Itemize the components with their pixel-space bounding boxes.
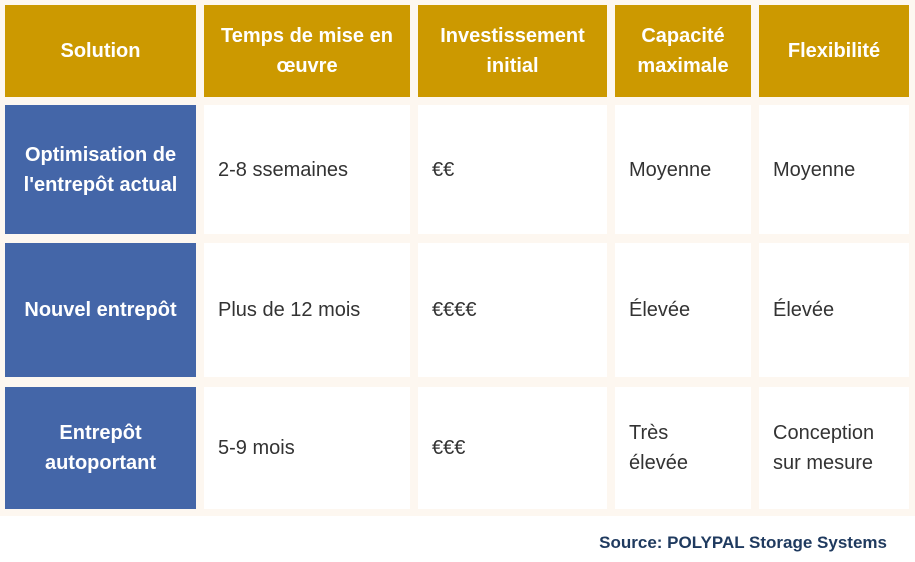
header-flexibilite: Flexibilité xyxy=(759,5,909,97)
cell-temps: Plus de 12 mois xyxy=(204,243,410,377)
source-caption: Source: POLYPAL Storage Systems xyxy=(599,533,887,552)
cell-flexibilite: Élevée xyxy=(759,243,909,377)
row-header-optimisation: Optimisation de l'entrepôt actual xyxy=(5,105,196,234)
row-header-label: Optimisation de l'entrepôt actual xyxy=(23,143,178,196)
cell-capacite: Élevée xyxy=(615,243,751,377)
header-temps-label: Temps de mise en œuvre xyxy=(221,25,393,77)
cell-text: €€€€ xyxy=(432,299,477,321)
row-header-nouvel-entrepot: Nouvel entrepôt xyxy=(5,243,196,377)
header-solution-label: Solution xyxy=(60,40,141,62)
header-capacite: Capacité maximale xyxy=(615,5,751,97)
cell-investissement: €€€ xyxy=(418,387,607,509)
cell-investissement: €€ xyxy=(418,105,607,234)
cell-text: Conception sur mesure xyxy=(773,422,875,474)
comparison-table: Solution Temps de mise en œuvre Investis… xyxy=(0,0,915,516)
cell-text: 5-9 mois xyxy=(218,437,295,459)
header-investissement-label: Investissement initial xyxy=(440,25,585,77)
header-capacite-label: Capacité maximale xyxy=(637,25,729,77)
cell-text: Moyenne xyxy=(629,158,712,181)
header-flexibilite-label: Flexibilité xyxy=(787,40,881,62)
cell-temps: 5-9 mois xyxy=(204,387,410,509)
cell-text: Moyenne xyxy=(773,158,856,181)
cell-temps: 2-8 ssemaines xyxy=(204,105,410,234)
cell-text: Très élevée xyxy=(629,422,688,474)
cell-investissement: €€€€ xyxy=(418,243,607,377)
cell-text: Plus de 12 mois xyxy=(218,299,361,321)
cell-flexibilite: Conception sur mesure xyxy=(759,387,909,509)
row-header-label: Nouvel entrepôt xyxy=(24,299,177,321)
cell-text: Élevée xyxy=(629,299,691,321)
header-investissement: Investissement initial xyxy=(418,5,607,97)
cell-text: €€ xyxy=(432,158,455,181)
header-solution: Solution xyxy=(5,5,196,97)
row-header-label: Entrepôt autoportant xyxy=(44,422,157,474)
header-temps: Temps de mise en œuvre xyxy=(204,5,410,97)
cell-text: €€€ xyxy=(432,437,466,459)
cell-capacite: Très élevée xyxy=(615,387,751,509)
cell-text: Élevée xyxy=(773,299,835,321)
cell-capacite: Moyenne xyxy=(615,105,751,234)
row-header-autoportant: Entrepôt autoportant xyxy=(5,387,196,509)
cell-flexibilite: Moyenne xyxy=(759,105,909,234)
cell-text: 2-8 ssemaines xyxy=(218,158,349,181)
